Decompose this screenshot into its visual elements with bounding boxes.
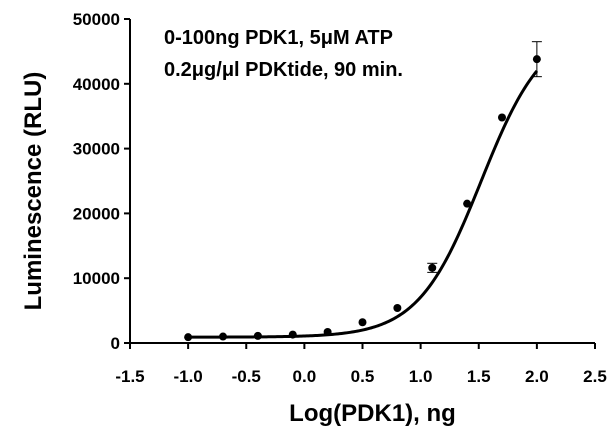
x-tick-label: -0.5 xyxy=(232,367,261,386)
fit-curve xyxy=(188,69,539,339)
y-axis-title: Luminescence (RLU) xyxy=(20,72,47,311)
x-tick-label: -1.0 xyxy=(173,367,202,386)
data-point xyxy=(323,327,332,336)
annotation: 0-100ng PDK1, 5μM ATP 0.2μg/μl PDKtide, … xyxy=(164,27,403,81)
y-tick-label: 30000 xyxy=(73,140,120,159)
x-tick-label: 0.0 xyxy=(293,367,317,386)
data-point xyxy=(428,263,437,272)
y-tick-label: 20000 xyxy=(73,204,120,223)
data-point xyxy=(288,330,297,339)
data-point xyxy=(393,304,402,313)
data-point xyxy=(358,318,367,327)
y-tick-label: 40000 xyxy=(73,75,120,94)
y-tick-label: 50000 xyxy=(73,10,120,29)
annotation-line-1: 0-100ng PDK1, 5μM ATP xyxy=(164,27,393,49)
data-point xyxy=(219,332,227,341)
x-tick-label: 2.5 xyxy=(583,367,607,386)
data-point xyxy=(498,113,506,122)
data-point xyxy=(253,331,262,340)
annotation-line-2: 0.2μg/μl PDKtide, 90 min. xyxy=(164,59,403,81)
x-tick-label: -1.5 xyxy=(115,367,144,386)
data-point xyxy=(532,55,541,64)
x-axis-title: Log(PDK1), ng xyxy=(289,400,456,427)
data-point xyxy=(463,199,472,208)
y-tick-label: 0 xyxy=(111,334,120,353)
data-point xyxy=(184,333,193,342)
x-tick-label: 2.0 xyxy=(525,367,549,386)
x-tick-label: 0.5 xyxy=(351,367,375,386)
y-tick-label: 10000 xyxy=(73,269,120,288)
x-tick-label: 1.0 xyxy=(409,367,433,386)
x-tick-label: 1.5 xyxy=(467,367,491,386)
